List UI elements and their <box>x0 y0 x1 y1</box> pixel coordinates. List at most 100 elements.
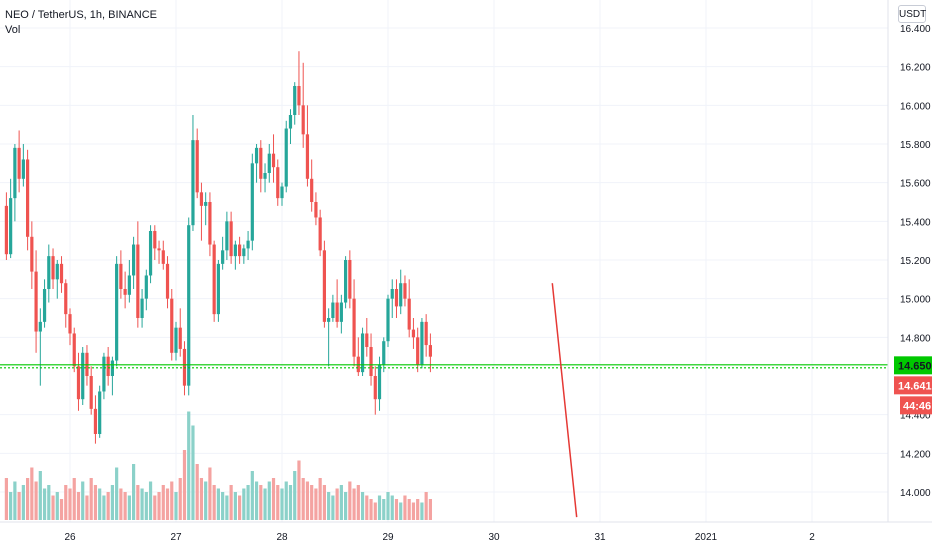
candle-body <box>416 337 420 365</box>
candle-body <box>267 153 271 173</box>
candle-body <box>263 173 267 179</box>
price-tick-label: 15.600 <box>900 179 931 190</box>
candle-body <box>305 134 310 179</box>
volume-bar <box>30 467 34 520</box>
candle-body <box>115 263 119 361</box>
volume-bar <box>246 485 250 520</box>
volume-bar <box>34 481 38 520</box>
candle-body <box>250 163 254 241</box>
candle-body <box>13 147 17 199</box>
candle-body <box>399 283 403 307</box>
candle-body <box>297 86 301 106</box>
volume-bar <box>263 488 267 520</box>
candle-body <box>4 205 8 255</box>
volume-bar <box>416 499 420 520</box>
volume-legend[interactable]: Vol <box>5 24 21 36</box>
volume-bar <box>93 485 98 520</box>
candle-body <box>238 244 242 257</box>
candle-body <box>30 236 34 272</box>
volume-bar <box>344 492 348 520</box>
volume-bar <box>140 488 144 520</box>
volume-bar <box>373 502 377 520</box>
volume-bar <box>68 488 72 520</box>
volume-bar <box>165 488 170 520</box>
price-tick-label: 16.400 <box>900 24 931 35</box>
candle-body <box>327 318 331 322</box>
last-price-label: 14.641 <box>898 380 932 392</box>
price-axis: 16.400 16.200 16.000 15.800 15.600 15.400 15.2… <box>887 0 932 550</box>
volume-bar <box>288 485 293 520</box>
candle-body <box>34 271 38 332</box>
candle-body <box>322 250 326 322</box>
candle-body <box>204 202 208 206</box>
candle-body <box>276 167 280 199</box>
candle-body <box>288 115 293 129</box>
candle-body <box>17 147 21 179</box>
price-tick-label: 15.800 <box>900 140 931 151</box>
volume-bar <box>424 492 428 520</box>
candle-body <box>424 321 428 346</box>
candle-body <box>170 298 174 353</box>
volume-bar <box>221 492 225 520</box>
time-tick-label: 29 <box>382 532 394 543</box>
volume-bar <box>110 485 114 520</box>
volume-bar <box>411 502 416 520</box>
trend-projection-line[interactable] <box>551 283 578 518</box>
candle-body <box>229 221 233 257</box>
price-badges: 14.650 14.641 44:46 <box>894 356 932 415</box>
candle-body <box>136 244 140 318</box>
volume-bar <box>339 485 343 520</box>
volume-bar <box>208 467 212 520</box>
candle-body <box>102 356 106 392</box>
volume-bar <box>123 492 127 520</box>
candle-body <box>301 105 305 135</box>
volume-bar <box>119 488 123 520</box>
currency-button[interactable]: USDT <box>898 5 926 23</box>
candle-body <box>123 289 127 295</box>
symbol-title[interactable]: NEO / TetherUS, 1h, BINANCE <box>5 9 158 21</box>
candle-body <box>81 352 85 400</box>
volume-bar <box>238 495 242 520</box>
volume-bar <box>85 495 89 520</box>
volume-bar <box>259 485 263 520</box>
volume-bar <box>127 495 131 520</box>
volume-bar <box>136 485 140 520</box>
volume-bar <box>233 492 237 520</box>
candle-body <box>174 327 178 353</box>
volume-bar <box>153 495 157 520</box>
candle-body <box>55 263 59 280</box>
countdown-badge <box>900 396 932 415</box>
candle-body <box>216 263 220 315</box>
candle-body <box>42 289 47 322</box>
candle-body <box>390 289 394 299</box>
volume-bar <box>204 481 208 520</box>
volume-bar <box>26 478 30 520</box>
candle-body <box>132 244 136 276</box>
volume-bars <box>4 411 432 520</box>
candle-body <box>9 198 13 255</box>
volume-bar <box>280 488 284 520</box>
volume-bar <box>360 492 365 520</box>
price-tick-label: 15.400 <box>900 217 931 228</box>
candle-body <box>386 298 390 342</box>
volume-bar <box>178 478 182 520</box>
volume-bar <box>267 481 271 520</box>
candle-body <box>331 302 335 318</box>
volume-bar <box>229 485 233 520</box>
volume-bar <box>144 492 148 520</box>
volume-bar <box>428 499 432 520</box>
candle-body <box>225 221 229 251</box>
volume-bar <box>394 499 399 520</box>
volume-bar <box>51 495 55 520</box>
candle-body <box>64 283 68 315</box>
candle-body <box>242 248 246 257</box>
volume-bar <box>191 425 195 520</box>
volume-bar <box>216 488 220 520</box>
volume-bar <box>365 495 369 520</box>
candle-body <box>339 302 343 322</box>
price-tick-label: 14.200 <box>900 449 931 460</box>
candle-body <box>212 244 216 315</box>
candle-body <box>271 153 276 168</box>
candles <box>4 51 432 444</box>
